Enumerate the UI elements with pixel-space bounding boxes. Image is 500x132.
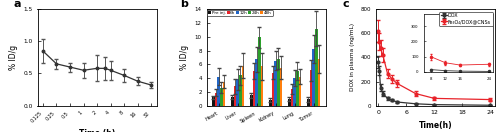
Bar: [272, 73, 274, 106]
Bar: [294, 78, 296, 106]
Bar: [215, 93, 218, 106]
Bar: [312, 49, 315, 106]
Y-axis label: DOX in plasma (ng/mL): DOX in plasma (ng/mL): [350, 23, 355, 91]
Bar: [277, 59, 280, 106]
Bar: [291, 89, 294, 106]
Bar: [318, 59, 320, 106]
Bar: [258, 37, 260, 106]
Bar: [236, 79, 239, 106]
Legend: Pre inj., 6h, 12h, 24h, 48h: Pre inj., 6h, 12h, 24h, 48h: [208, 10, 273, 16]
Legend: DOX, Fe₃O₄/DOX@CNSs: DOX, Fe₃O₄/DOX@CNSs: [439, 12, 492, 26]
Bar: [280, 68, 282, 106]
Bar: [260, 66, 264, 106]
Bar: [212, 97, 215, 106]
Bar: [269, 100, 272, 106]
Bar: [315, 29, 318, 106]
X-axis label: Time(h): Time(h): [418, 121, 452, 130]
Bar: [222, 81, 226, 106]
Bar: [218, 77, 220, 106]
Y-axis label: % ID/g: % ID/g: [180, 45, 190, 70]
Bar: [298, 77, 302, 106]
Text: b: b: [180, 0, 188, 9]
Bar: [256, 60, 258, 106]
Bar: [296, 71, 298, 106]
Bar: [239, 75, 242, 106]
Text: a: a: [14, 0, 21, 9]
Bar: [253, 71, 256, 106]
Bar: [234, 86, 236, 106]
Bar: [220, 88, 222, 106]
Text: c: c: [342, 0, 349, 9]
Bar: [231, 97, 234, 106]
Bar: [242, 66, 244, 106]
Bar: [288, 99, 291, 106]
Bar: [307, 99, 310, 106]
Bar: [274, 61, 277, 106]
Y-axis label: % ID/g: % ID/g: [8, 45, 18, 70]
Bar: [250, 95, 253, 106]
Bar: [310, 70, 312, 106]
X-axis label: Time (h): Time (h): [79, 129, 115, 132]
